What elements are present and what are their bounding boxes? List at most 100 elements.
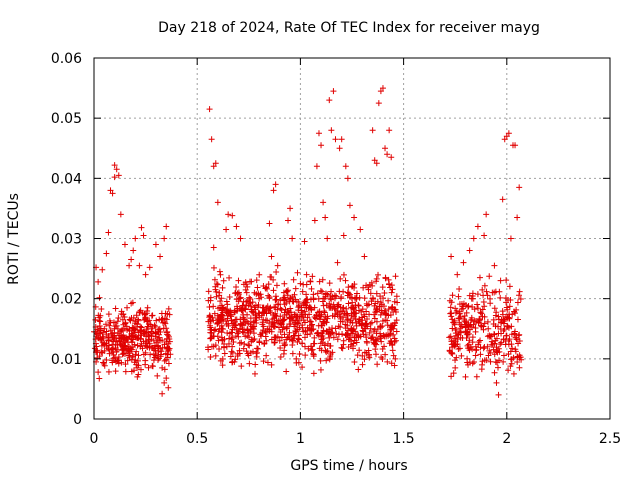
data-point bbox=[454, 271, 461, 278]
data-point bbox=[154, 357, 161, 364]
data-point bbox=[320, 295, 327, 302]
data-point bbox=[101, 325, 108, 332]
data-point bbox=[470, 235, 477, 242]
data-point bbox=[382, 351, 389, 358]
data-point bbox=[368, 319, 375, 326]
data-point bbox=[459, 334, 466, 341]
data-point bbox=[479, 358, 486, 365]
data-point bbox=[514, 214, 521, 221]
data-point bbox=[242, 320, 249, 327]
data-point bbox=[117, 211, 124, 218]
data-point bbox=[215, 318, 222, 325]
data-point bbox=[468, 316, 475, 323]
data-point bbox=[385, 297, 392, 304]
chart-title: Day 218 of 2024, Rate Of TEC Index for r… bbox=[158, 20, 540, 36]
data-point bbox=[509, 311, 516, 318]
data-point bbox=[163, 223, 170, 230]
data-point bbox=[462, 373, 469, 380]
data-point bbox=[263, 306, 270, 313]
data-point bbox=[100, 360, 107, 367]
data-point bbox=[217, 271, 224, 278]
data-point bbox=[149, 312, 156, 319]
data-point bbox=[317, 357, 324, 364]
data-point bbox=[337, 324, 344, 331]
data-point bbox=[283, 368, 290, 375]
data-point bbox=[238, 363, 245, 370]
data-point bbox=[221, 350, 228, 357]
data-point bbox=[342, 277, 349, 284]
data-point bbox=[307, 304, 314, 311]
data-point bbox=[143, 340, 150, 347]
data-point bbox=[259, 321, 266, 328]
y-tick-label: 0.05 bbox=[51, 111, 82, 127]
data-point bbox=[251, 335, 258, 342]
data-point bbox=[452, 364, 459, 371]
data-point bbox=[518, 356, 525, 363]
data-point bbox=[314, 290, 321, 297]
data-point bbox=[98, 305, 105, 312]
data-point bbox=[502, 337, 509, 344]
data-point bbox=[390, 331, 397, 338]
data-point bbox=[262, 333, 269, 340]
data-point bbox=[122, 368, 129, 375]
data-point bbox=[507, 235, 514, 242]
data-point bbox=[447, 304, 454, 311]
data-point bbox=[359, 320, 366, 327]
data-point bbox=[455, 293, 462, 300]
data-point bbox=[324, 235, 331, 242]
data-point bbox=[392, 355, 399, 362]
data-point bbox=[292, 296, 299, 303]
data-point bbox=[338, 344, 345, 351]
data-point bbox=[130, 332, 137, 339]
data-point bbox=[260, 358, 267, 365]
data-point bbox=[514, 353, 521, 360]
data-point bbox=[296, 313, 303, 320]
data-point bbox=[345, 327, 352, 334]
data-point bbox=[472, 325, 479, 332]
data-point bbox=[385, 306, 392, 313]
data-point bbox=[141, 317, 148, 324]
data-point bbox=[362, 331, 369, 338]
data-point bbox=[379, 85, 386, 92]
data-point bbox=[213, 288, 220, 295]
data-point bbox=[308, 347, 315, 354]
data-point bbox=[355, 366, 362, 373]
data-point bbox=[348, 325, 355, 332]
data-point bbox=[234, 305, 241, 312]
data-point bbox=[320, 199, 327, 206]
data-point bbox=[113, 322, 120, 329]
data-point bbox=[491, 305, 498, 312]
data-point bbox=[475, 319, 482, 326]
data-point bbox=[460, 259, 467, 266]
data-point bbox=[281, 297, 288, 304]
data-point bbox=[299, 364, 306, 371]
data-point bbox=[115, 360, 122, 367]
data-point bbox=[235, 277, 242, 284]
data-point bbox=[264, 359, 271, 366]
data-point bbox=[94, 348, 101, 355]
data-point bbox=[287, 321, 294, 328]
data-point bbox=[105, 368, 112, 375]
data-point bbox=[294, 269, 301, 276]
data-point bbox=[288, 335, 295, 342]
data-point bbox=[280, 289, 287, 296]
data-point bbox=[249, 308, 256, 315]
data-point bbox=[361, 349, 368, 356]
data-point bbox=[229, 349, 236, 356]
data-point bbox=[106, 350, 113, 357]
data-point bbox=[344, 292, 351, 299]
data-point bbox=[227, 307, 234, 314]
data-point bbox=[324, 340, 331, 347]
grid-lines bbox=[94, 58, 610, 419]
data-point bbox=[321, 308, 328, 315]
data-point bbox=[486, 273, 493, 280]
x-tick-label: 2 bbox=[502, 431, 511, 447]
data-point bbox=[97, 334, 104, 341]
data-point bbox=[119, 340, 126, 347]
data-point bbox=[517, 295, 524, 302]
data-point bbox=[165, 347, 172, 354]
data-point bbox=[137, 366, 144, 373]
data-point bbox=[499, 196, 506, 203]
data-point bbox=[317, 287, 324, 294]
